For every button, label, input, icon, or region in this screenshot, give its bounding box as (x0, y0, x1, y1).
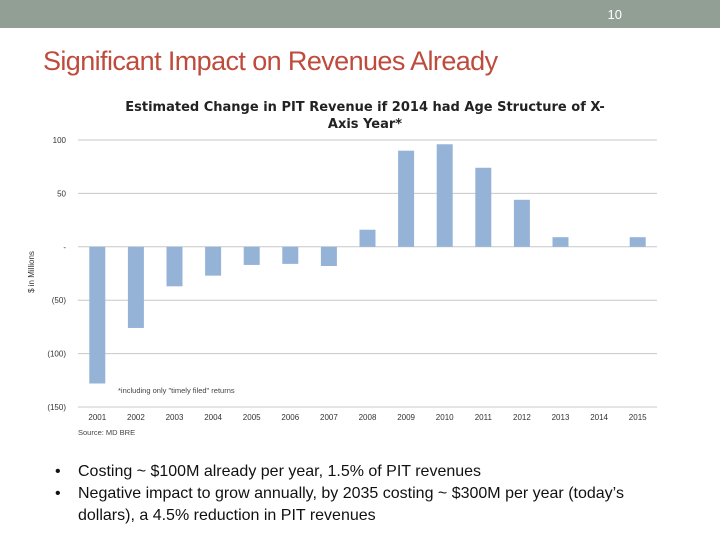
x-tick-label: 2003 (166, 413, 184, 422)
x-tick-label: 2010 (436, 413, 454, 422)
x-tick-label: 2008 (359, 413, 377, 422)
bar-2012 (513, 199, 530, 247)
chart-source: Source: MD BRE (78, 428, 135, 437)
x-tick-label: 2004 (204, 413, 222, 422)
bar-chart: Estimated Change in PIT Revenue if 2014 … (27, 100, 657, 437)
bar-2004 (205, 246, 222, 276)
x-tick-label: 2009 (397, 413, 415, 422)
y-tick-label: (100) (47, 350, 66, 359)
bullet-list: • Costing ~ $100M already per year, 1.5% … (55, 461, 648, 527)
x-tick-label: 2012 (513, 413, 531, 422)
x-tick-label: 2001 (88, 413, 106, 422)
x-tick-label: 2011 (475, 413, 493, 422)
bar-2013 (552, 237, 569, 247)
bullet-text: Negative impact to grow annually, by 203… (78, 485, 624, 524)
x-tick-label: 2015 (629, 413, 647, 422)
bar-2011 (475, 167, 492, 247)
slide-number: 10 (607, 7, 622, 22)
y-tick-label: 100 (53, 136, 67, 145)
chart-annotation: *including only "timely filed" returns (118, 386, 235, 395)
bar-2006 (282, 246, 299, 264)
bullet-marker: • (55, 485, 61, 502)
x-tick-label: 2005 (243, 413, 261, 422)
bullet-item: • Costing ~ $100M already per year, 1.5% … (55, 461, 648, 483)
bar-2009 (398, 150, 415, 247)
slide-title: Significant Impact on Revenues Already (43, 46, 498, 76)
x-tick-label: 2014 (590, 413, 608, 422)
y-tick-label: (50) (52, 296, 67, 305)
x-tick-label: 2007 (320, 413, 338, 422)
bar-2007 (320, 246, 337, 267)
bullet-marker: • (55, 463, 61, 480)
bar-2003 (166, 246, 183, 287)
chart-title-line-1: Estimated Change in PIT Revenue if 2014 … (125, 100, 604, 115)
x-tick-label: 2013 (552, 413, 570, 422)
chart-title-line-2: Axis Year* (328, 117, 402, 132)
y-tick-label: (150) (47, 403, 66, 412)
x-tick-label: 2002 (127, 413, 145, 422)
y-axis-label: $ in Millions (27, 251, 36, 293)
header-bar: 10 (0, 0, 720, 28)
y-tick-label: 50 (57, 189, 66, 198)
bullet-text: Costing ~ $100M already per year, 1.5% o… (78, 463, 482, 480)
bar-2005 (243, 246, 260, 265)
bar-2010 (436, 144, 453, 247)
bar-2002 (127, 246, 144, 328)
bar-2008 (359, 229, 376, 247)
x-tick-label: 2006 (281, 413, 299, 422)
bullet-item: • Negative impact to grow annually, by 20… (55, 483, 648, 527)
y-tick-label: - (63, 243, 66, 252)
bar-2015 (629, 237, 646, 247)
bar-2001 (89, 246, 106, 384)
